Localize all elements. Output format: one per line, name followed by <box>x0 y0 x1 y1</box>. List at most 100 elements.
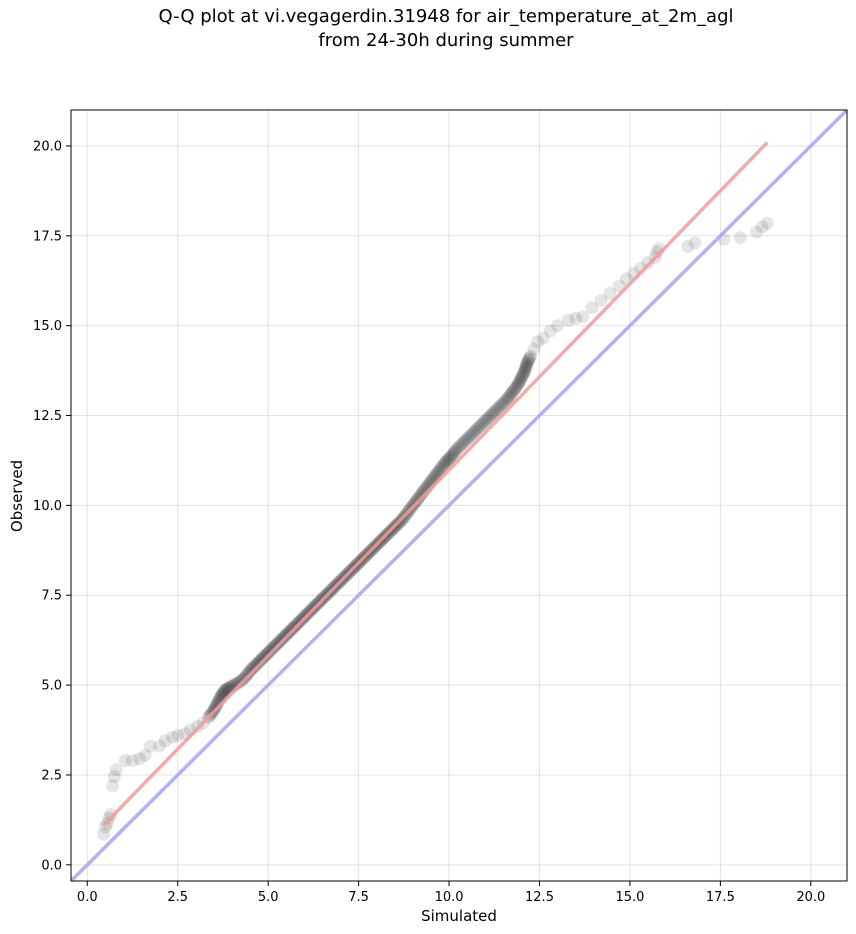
y-tick-label: 10.0 <box>33 499 62 514</box>
quantile-point <box>452 440 466 454</box>
quantile-point <box>543 324 557 338</box>
quantile-point <box>496 397 510 411</box>
quantile-point <box>434 461 448 475</box>
quantile-point <box>480 412 494 426</box>
quantile-point <box>490 402 504 416</box>
y-tick-label: 7.5 <box>41 589 62 604</box>
quantile-point <box>569 311 583 325</box>
quantile-point <box>440 454 454 468</box>
quantile-point <box>516 368 530 382</box>
y-axis-ticks: 0.0 2.5 5.0 7.5 10.0 12.5 15.0 17.5 20.0 <box>33 139 71 873</box>
quantile-point <box>243 664 257 678</box>
quantile-point <box>436 458 450 472</box>
quantile-point <box>268 639 282 653</box>
quantile-point <box>455 437 469 451</box>
quantile-point <box>412 490 426 504</box>
reference-lines <box>71 110 847 881</box>
quantile-point <box>585 301 599 315</box>
quantile-point <box>447 446 461 460</box>
quantile-point <box>272 635 286 649</box>
quantile-point <box>262 645 276 659</box>
quantile-point <box>254 653 268 667</box>
quantile-point <box>681 240 695 254</box>
quantile-point <box>411 491 425 505</box>
quantile-point <box>502 389 516 403</box>
fit-line <box>102 141 769 827</box>
quantile-point <box>409 494 423 508</box>
quantile-point <box>470 423 484 437</box>
quantile-point <box>246 660 260 674</box>
x-tick-label: 10.0 <box>435 890 464 905</box>
quantile-point <box>256 651 270 665</box>
quantile-point <box>217 685 231 699</box>
quantile-point <box>523 351 537 365</box>
quantile-point <box>517 366 531 380</box>
quantile-point <box>410 493 424 507</box>
quantile-point <box>498 394 512 408</box>
quantile-point <box>493 400 507 414</box>
quantile-point <box>219 683 233 697</box>
quantile-point <box>446 447 460 461</box>
quantile-point <box>481 411 495 425</box>
quantile-point <box>269 638 283 652</box>
quantile-point <box>519 361 533 375</box>
quantile-point <box>510 379 524 393</box>
quantile-point <box>511 378 525 392</box>
y-tick-label: 17.5 <box>33 229 62 244</box>
quantile-point <box>576 310 590 324</box>
quantile-point <box>465 427 479 441</box>
x-tick-label: 12.5 <box>525 890 554 905</box>
quantile-point <box>442 452 456 466</box>
quantile-point <box>484 408 498 422</box>
quantile-point <box>265 642 279 656</box>
quantile-point <box>449 443 463 457</box>
quantile-point <box>255 652 269 666</box>
quantile-point <box>270 637 284 651</box>
quantile-point <box>461 431 475 445</box>
quantile-point <box>249 658 263 672</box>
quantile-point <box>247 659 261 673</box>
quantile-point <box>276 631 290 645</box>
quantile-point <box>523 349 537 363</box>
quantile-point <box>467 425 481 439</box>
quantile-point <box>451 441 465 455</box>
quantile-point <box>513 374 527 388</box>
quantile-point <box>517 365 531 379</box>
quantile-point <box>216 687 230 701</box>
plot-frame <box>70 109 848 882</box>
quantile-point <box>133 752 147 766</box>
quantile-point <box>512 377 526 391</box>
quantile-point <box>158 734 172 748</box>
quantile-point <box>245 662 259 676</box>
quantile-point <box>519 358 533 372</box>
quantile-point <box>478 414 492 428</box>
quantile-point <box>471 421 485 435</box>
quantile-point <box>494 398 508 412</box>
x-tick-label: 0.0 <box>77 890 98 905</box>
quantile-point <box>458 434 472 448</box>
y-tick-label: 20.0 <box>33 139 62 154</box>
quantile-point <box>500 392 514 406</box>
quantile-point <box>518 362 532 376</box>
quantile-point <box>240 668 254 682</box>
quantile-point <box>233 674 247 688</box>
y-tick-label: 0.0 <box>41 858 62 873</box>
quantile-point <box>435 460 449 474</box>
quantile-point <box>760 216 774 230</box>
y-tick-label: 5.0 <box>41 679 62 694</box>
quantile-point <box>220 682 234 696</box>
y-tick-label: 2.5 <box>41 768 62 783</box>
quantile-point <box>650 245 664 259</box>
quantile-point <box>504 387 518 401</box>
quantile-point <box>433 462 447 476</box>
quantile-point <box>472 420 486 434</box>
quantile-point <box>508 382 522 396</box>
x-axis-ticks: 0.0 2.5 5.0 7.5 10.0 12.5 15.0 17.5 20.0 <box>77 881 825 905</box>
grid <box>71 110 847 881</box>
quantile-point <box>242 665 256 679</box>
x-axis-label: Simulated <box>421 907 497 925</box>
quantile-point <box>512 375 526 389</box>
x-tick-label: 7.5 <box>348 890 369 905</box>
